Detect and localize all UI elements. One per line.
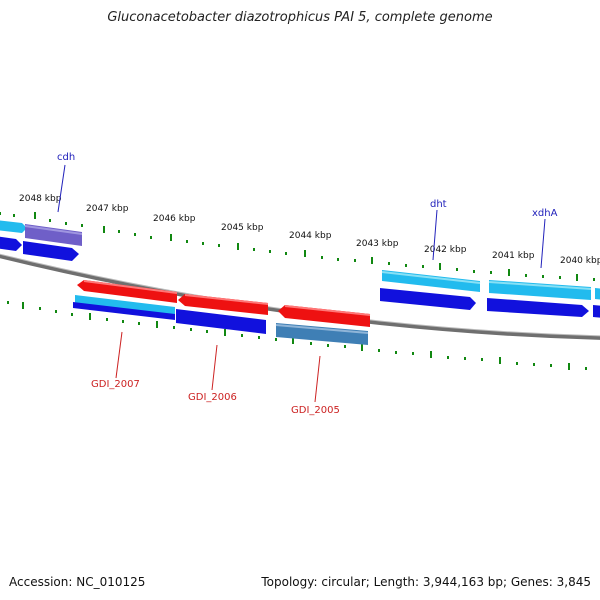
reverse-strand-genes xyxy=(73,280,371,345)
gene-cdh[interactable] xyxy=(25,224,82,246)
gene-feature[interactable] xyxy=(278,305,370,327)
ruler-label-2048: 2048 kbp xyxy=(19,194,62,204)
gene-label-dht: dht xyxy=(430,199,447,210)
ruler-label-2043: 2043 kbp xyxy=(356,239,399,249)
gene-GDI_2006-highlight xyxy=(184,294,269,305)
ruler-label-2045: 2045 kbp xyxy=(221,223,264,233)
gene-GDI_2006[interactable] xyxy=(178,294,268,315)
label-leaders xyxy=(57,164,546,403)
gene-feature[interactable] xyxy=(0,220,27,233)
ruler-label-2041: 2041 kbp xyxy=(492,251,535,261)
gene-feature[interactable] xyxy=(380,288,476,310)
gene-feature[interactable] xyxy=(595,288,600,300)
accession-label: Accession: NC_010125 xyxy=(9,575,146,589)
gene-xdhA-highlight xyxy=(488,281,592,290)
forward-strand-genes xyxy=(0,220,600,318)
gene-label-xdhA: xdhA xyxy=(532,208,558,219)
gene-GDI_2007[interactable] xyxy=(77,280,177,303)
gene-feature[interactable] xyxy=(0,236,22,251)
gene-feature[interactable] xyxy=(593,305,600,318)
gene-feature[interactable] xyxy=(487,298,589,317)
gene-feature[interactable] xyxy=(73,302,175,320)
ruler-label-2040: 2040 kbp xyxy=(560,256,600,266)
gene-GDI_2005[interactable] xyxy=(276,323,368,345)
gene-label-cdh: cdh xyxy=(57,152,75,163)
gene-label-GDI_2006: GDI_2006 xyxy=(188,392,237,403)
ruler-label-2042: 2042 kbp xyxy=(424,245,467,255)
gene-GDI_2007-highlight xyxy=(83,280,178,294)
gene-dht-highlight xyxy=(381,271,481,284)
gene-label-GDI_2007: GDI_2007 xyxy=(91,379,140,390)
ruler-label-2047: 2047 kbp xyxy=(86,204,129,214)
genome-summary: Topology: circular; Length: 3,944,163 bp… xyxy=(261,575,591,589)
map-title: Gluconacetobacter diazotrophicus PAI 5, … xyxy=(107,10,493,25)
gene-feature[interactable] xyxy=(176,309,266,334)
lower-tick-ring xyxy=(7,301,587,370)
upper-tick-ring xyxy=(0,212,595,281)
ruler-label-2044: 2044 kbp xyxy=(289,231,332,241)
ruler-label-2046: 2046 kbp xyxy=(153,214,196,224)
genome-backbone-shade xyxy=(0,253,600,337)
gene-feature-highlight xyxy=(284,305,371,316)
gene-feature[interactable] xyxy=(23,241,79,261)
gene-label-GDI_2005: GDI_2005 xyxy=(291,405,340,416)
gene-xdhA[interactable] xyxy=(489,280,591,300)
gene-cdh-highlight xyxy=(24,225,83,235)
gene-GDI_2005-highlight xyxy=(275,324,369,334)
